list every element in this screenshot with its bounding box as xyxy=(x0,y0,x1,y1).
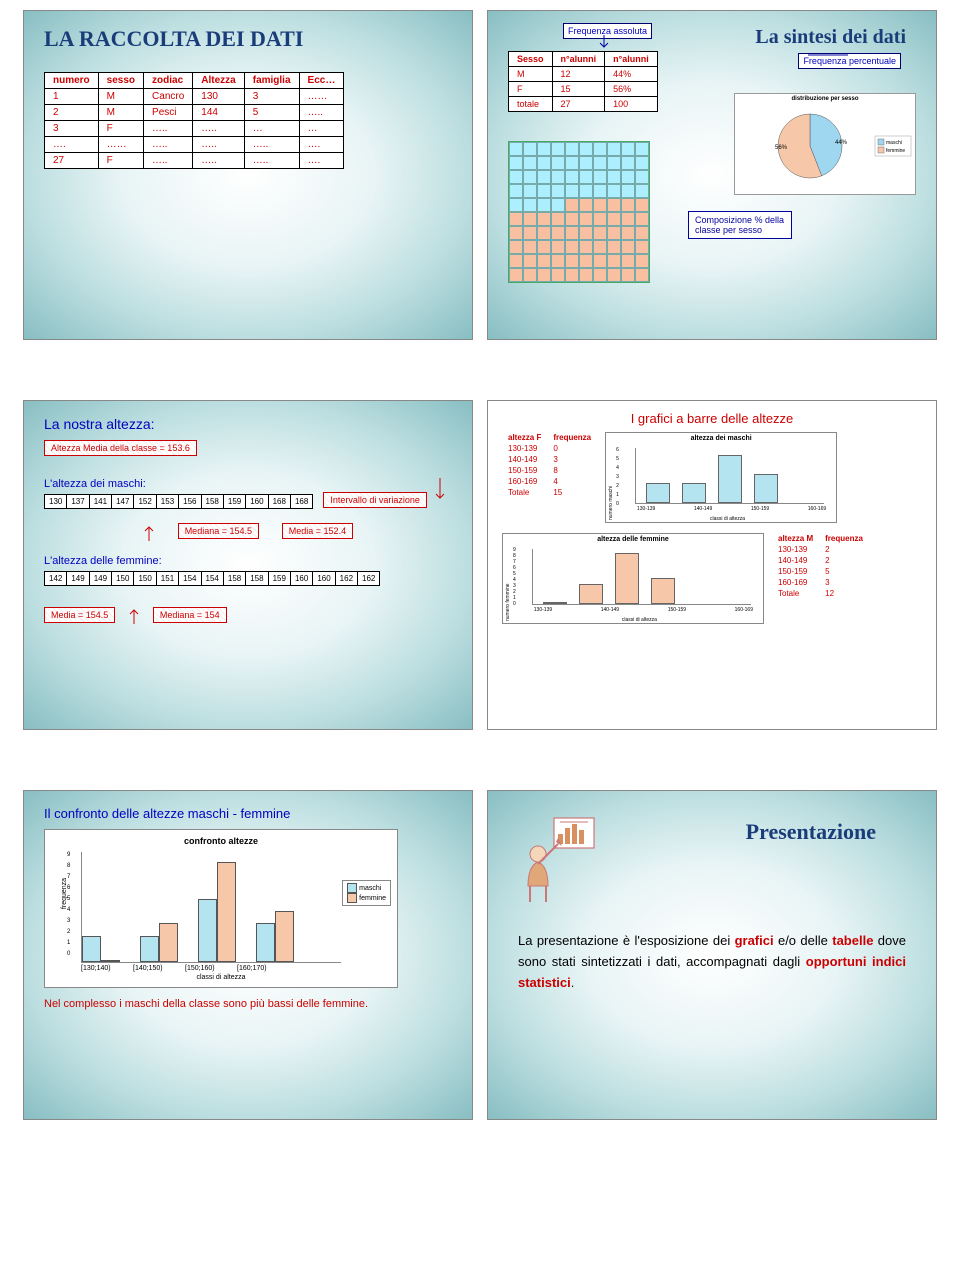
slide-presentazione: Presentazione La presentazione è l'espos… xyxy=(487,790,937,1120)
col-nalunni2: n°alunni xyxy=(605,52,658,67)
slide-sintesi: La sintesi dei dati Frequenza assoluta F… xyxy=(487,10,937,340)
confronto-legend: maschi femmine xyxy=(342,880,391,906)
legend-f: femmine xyxy=(359,895,386,902)
slide4-title: I grafici a barre delle altezze xyxy=(502,411,922,426)
slide-confronto: Il confronto delle altezze maschi - femm… xyxy=(23,790,473,1120)
col-sesso: Sesso xyxy=(509,52,553,67)
col-freqf: frequenza xyxy=(547,432,597,443)
para-1: La presentazione è l'esposizione dei xyxy=(518,933,735,948)
arrow-icon xyxy=(124,606,144,624)
legend-maschi: maschi xyxy=(886,140,902,146)
maschi-values: 130137141147152153156158159160168168 xyxy=(44,494,313,509)
chart-m-title: altezza dei maschi xyxy=(606,433,836,444)
slide-altezza: La nostra altezza: Altezza Media della c… xyxy=(23,400,473,730)
confronto-title: confronto altezze xyxy=(51,836,391,846)
slide1-title: LA RACCOLTA DEI DATI xyxy=(44,26,452,52)
table-m: altezza M frequenza 130-1392140-1492150-… xyxy=(772,533,869,599)
intervallo-box: Intervallo di variazione xyxy=(323,492,427,508)
para-tabelle: tabelle xyxy=(832,933,873,948)
chart-femmine: altezza delle femmine numero femmine 987… xyxy=(502,533,764,624)
chart-f-ylabel: numero femmine xyxy=(503,545,513,623)
para-4: . xyxy=(571,975,575,990)
legend-m: maschi xyxy=(359,885,381,892)
chart-m-ylabel: numero maschi xyxy=(606,444,616,522)
media-f-box: Media = 154.5 xyxy=(44,607,115,623)
s1-col: famiglia xyxy=(244,73,299,89)
waffle-grid xyxy=(508,141,650,283)
pie-pct-f: 56% xyxy=(775,145,788,151)
slide-grafici-barre: I grafici a barre delle altezze altezza … xyxy=(487,400,937,730)
slide-raccolta-dati: LA RACCOLTA DEI DATI numerosessozodiacAl… xyxy=(23,10,473,340)
chart-f-xlabel: classi di altezza xyxy=(516,617,763,623)
mediana-f-box: Mediana = 154 xyxy=(153,607,227,623)
composizione-label: Composizione % della classe per sesso xyxy=(688,211,792,239)
presenter-icon xyxy=(518,816,598,906)
chart-m-xlabel: classi di altezza xyxy=(619,516,836,522)
slide2-title: La sintesi dei dati xyxy=(755,26,906,49)
chart-maschi: altezza dei maschi numero maschi 6543210… xyxy=(605,432,837,523)
media-m-box: Media = 152.4 xyxy=(282,523,353,539)
pie-chart: distribuzione per sesso 44% 56% maschi f… xyxy=(734,93,916,195)
s1-col: zodiac xyxy=(144,73,193,89)
s1-col: sesso xyxy=(98,73,143,89)
femmine-label: L'altezza delle femmine: xyxy=(44,555,452,567)
confronto-xlabel: classi di altezza xyxy=(51,974,391,981)
slide6-title: Presentazione xyxy=(746,819,876,845)
arrow-down-icon xyxy=(430,478,450,503)
slide5-title: Il confronto delle altezze maschi - femm… xyxy=(44,806,452,821)
slide6-paragraph: La presentazione è l'esposizione dei gra… xyxy=(518,931,906,993)
mediana-m-box: Mediana = 154.5 xyxy=(178,523,259,539)
para-2: e/o delle xyxy=(774,933,833,948)
arrow-icon xyxy=(143,523,155,541)
line-connector xyxy=(808,49,848,61)
col-nalunni1: n°alunni xyxy=(552,52,605,67)
media-classe-box: Altezza Media della classe = 153.6 xyxy=(44,440,197,456)
chart-f-title: altezza delle femmine xyxy=(503,534,763,545)
s1-col: Altezza xyxy=(193,73,244,89)
slide1-table: numerosessozodiacAltezzafamigliaEcc… 1MC… xyxy=(44,72,344,169)
pie-title: distribuzione per sesso xyxy=(735,94,915,104)
s1-col: Ecc… xyxy=(299,73,344,89)
maschi-label: L'altezza dei maschi: xyxy=(44,478,313,490)
femmine-values: 1421491491501501511541541581581591601601… xyxy=(44,571,380,586)
legend-femmine: femmine xyxy=(886,148,905,154)
table-f: altezza F frequenza 130-1390140-1493150-… xyxy=(502,432,597,498)
col-freqm: frequenza xyxy=(819,533,869,544)
slide3-title: La nostra altezza: xyxy=(44,416,452,432)
para-grafici: grafici xyxy=(735,933,774,948)
s1-col: numero xyxy=(45,73,99,89)
pie-pct-m: 44% xyxy=(835,140,848,146)
confronto-caption: Nel complesso i maschi della classe sono… xyxy=(44,998,384,1010)
slide2-freq-table: Sesso n°alunni n°alunni M1244%F1556%tota… xyxy=(508,51,658,112)
confronto-chart: confronto altezze frequenza 9876543210 [… xyxy=(44,829,398,988)
col-altm: altezza M xyxy=(772,533,819,544)
col-altf: altezza F xyxy=(502,432,547,443)
